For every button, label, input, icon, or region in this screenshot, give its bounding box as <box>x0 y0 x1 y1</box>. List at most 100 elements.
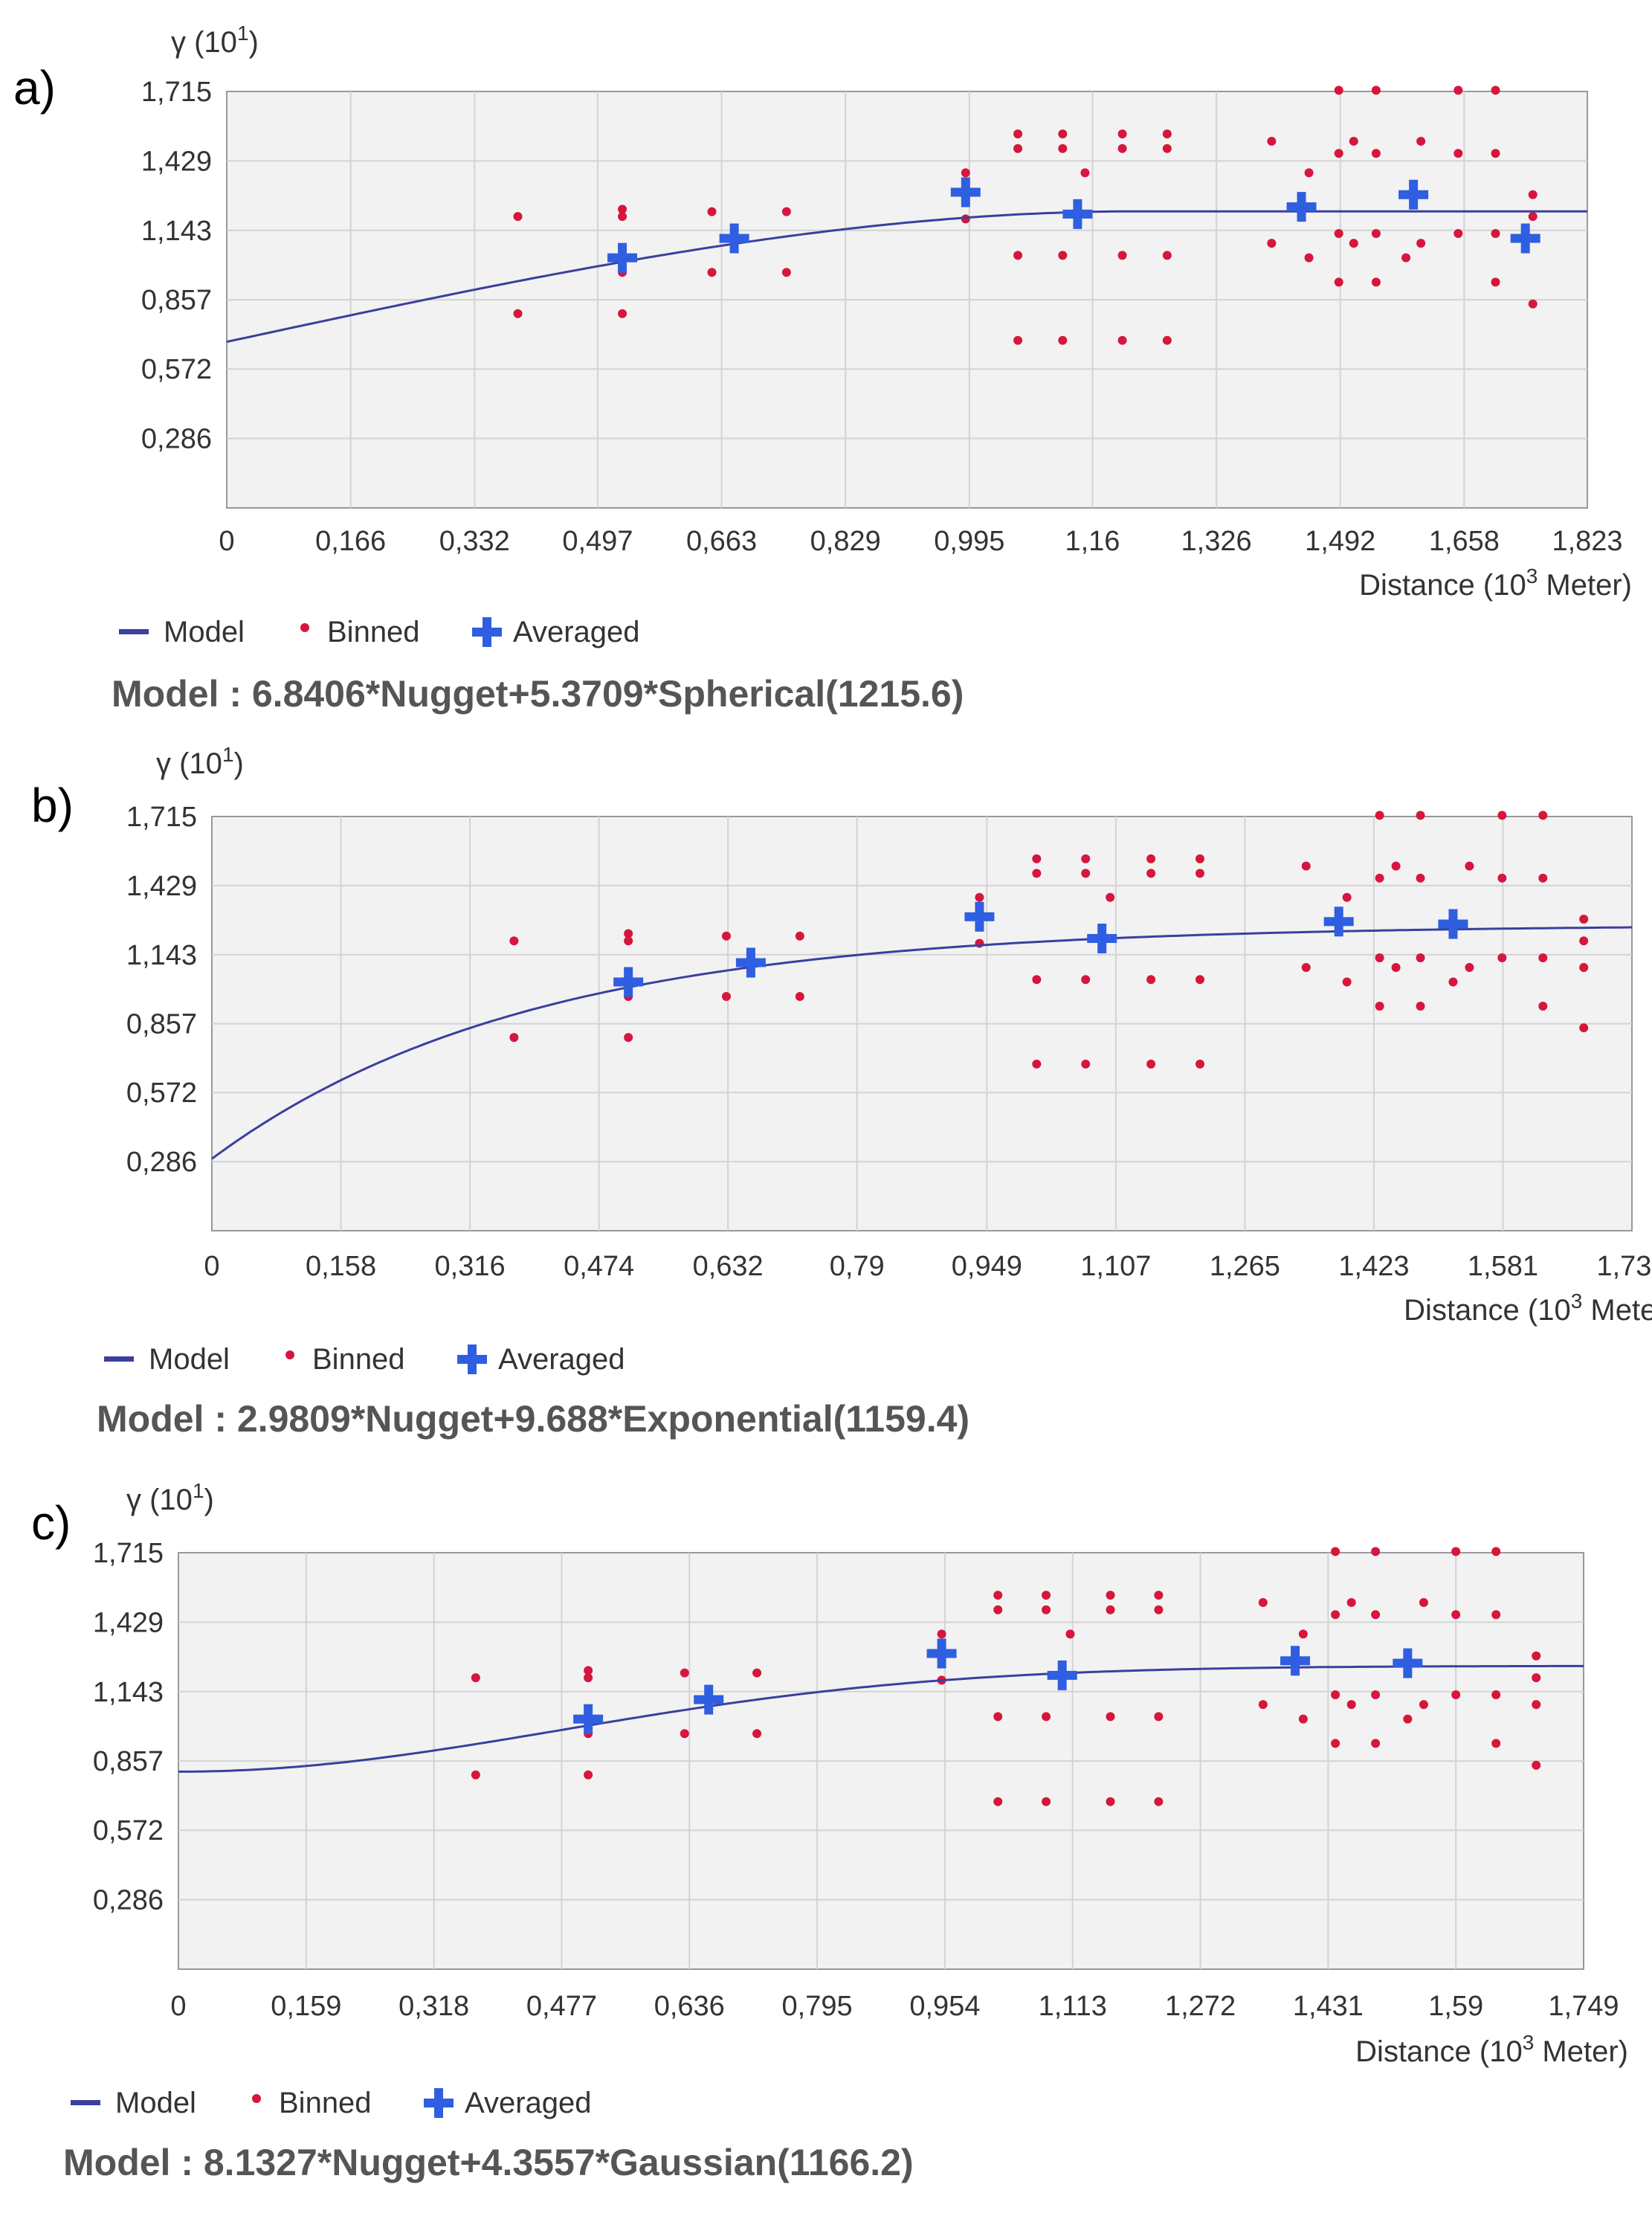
y-tick-label: 1,715 <box>93 1538 164 1569</box>
binned-point <box>1391 962 1401 972</box>
averaged-point <box>1438 909 1468 939</box>
binned-point <box>1403 1714 1413 1724</box>
binned-point <box>1453 86 1463 95</box>
legend-averaged-label: Averaged <box>513 616 640 648</box>
binned-point <box>1154 1591 1164 1600</box>
binned-point <box>707 268 717 277</box>
x-axis-label-base: Distance (10 <box>1359 569 1526 602</box>
averaged-point <box>1047 1660 1077 1690</box>
x-tick-label: 0,949 <box>952 1251 1022 1282</box>
legend: Model Binned Averaged <box>71 2087 592 2119</box>
averaged-point <box>950 177 981 207</box>
binned-point <box>513 309 523 318</box>
panel-label: a) <box>13 61 56 115</box>
averaged-point <box>1323 906 1354 937</box>
binned-point <box>1081 1059 1091 1069</box>
averaged-point-v <box>584 1704 593 1734</box>
legend-binned-swatch <box>252 2094 261 2103</box>
averaged-point <box>607 242 638 273</box>
x-tick-label: 1,431 <box>1293 1991 1364 2022</box>
binned-point <box>1579 1023 1589 1033</box>
binned-point <box>1419 1597 1428 1607</box>
binned-point <box>1453 149 1463 158</box>
binned-point <box>1371 1547 1381 1556</box>
x-tick-label: 1,16 <box>1065 526 1120 557</box>
x-tick-label: 0,497 <box>562 526 633 557</box>
averaged-point <box>964 901 995 932</box>
binned-point <box>584 1770 593 1780</box>
legend-model-swatch <box>71 2100 100 2105</box>
binned-point <box>1371 149 1381 158</box>
y-tick-label: 1,429 <box>93 1607 164 1638</box>
y-tick-label: 0,857 <box>126 1009 197 1040</box>
binned-point <box>1106 892 1115 902</box>
binned-point <box>1042 1797 1051 1806</box>
x-tick-label: 1,265 <box>1210 1251 1280 1282</box>
binned-point <box>1154 1712 1164 1722</box>
x-tick-label: 0,795 <box>782 1991 853 2022</box>
y-axis-label-close: ) <box>249 26 259 59</box>
binned-point <box>1579 915 1589 924</box>
y-tick-label: 1,143 <box>126 940 197 971</box>
binned-point <box>471 1770 480 1780</box>
x-axis-label-unit: Meter) <box>1538 569 1632 602</box>
averaged-point-v <box>961 177 970 207</box>
y-tick-label: 0,572 <box>93 1815 164 1846</box>
binned-point <box>1013 129 1023 139</box>
binned-point <box>1497 811 1507 820</box>
y-axis-label: γ (101) <box>126 1479 214 1516</box>
averaged-point-v <box>704 1684 714 1715</box>
x-tick-label: 0,318 <box>399 1991 469 2022</box>
binned-point <box>1117 251 1127 260</box>
binned-point <box>1106 1591 1115 1600</box>
binned-point <box>1331 1547 1340 1556</box>
binned-point <box>1346 1597 1356 1607</box>
binned-point <box>1058 129 1068 139</box>
binned-point <box>1416 873 1425 883</box>
binned-point <box>1042 1712 1051 1722</box>
binned-point <box>1491 277 1500 287</box>
legend-binned-swatch <box>300 623 309 632</box>
binned-point <box>993 1605 1003 1614</box>
binned-point <box>624 936 633 946</box>
averaged-point <box>1280 1646 1311 1676</box>
panel-b: b) γ (101) 0 0,158 0,316 0,474 0,632 0,79 0,949 1… <box>31 743 1652 1440</box>
binned-point <box>721 931 731 941</box>
y-axis-label-close: ) <box>204 1484 214 1516</box>
binned-point <box>1334 86 1343 95</box>
binned-point <box>1032 975 1042 985</box>
y-axis-label-base: γ (10 <box>126 1484 193 1516</box>
averaged-point-v <box>624 967 633 997</box>
binned-point <box>1416 953 1425 962</box>
binned-point <box>509 936 519 946</box>
y-tick-label: 0,286 <box>141 424 212 455</box>
legend-model-swatch <box>104 1356 134 1362</box>
averaged-point-v <box>937 1638 946 1669</box>
legend-binned-label: Binned <box>279 2087 372 2119</box>
y-axis-label: γ (101) <box>171 22 259 59</box>
binned-point <box>1304 253 1314 263</box>
binned-series <box>513 86 1538 345</box>
binned-point <box>1538 811 1548 820</box>
binned-point <box>1391 861 1401 871</box>
binned-point <box>1058 251 1068 260</box>
x-tick-label: 1,739 <box>1596 1251 1652 1282</box>
binned-point <box>1195 975 1204 985</box>
binned-point <box>1528 212 1538 222</box>
model-curve <box>178 1664 1584 1773</box>
averaged-point-v <box>729 223 739 254</box>
binned-point <box>680 1668 689 1678</box>
binned-point <box>513 212 523 222</box>
binned-point <box>680 1729 689 1739</box>
x-axis-label-unit: Meter) <box>1534 2035 1628 2068</box>
binned-point <box>1013 144 1023 153</box>
binned-point <box>1267 136 1277 146</box>
x-tick-label: 0 <box>204 1251 219 1282</box>
binned-point <box>1301 861 1311 871</box>
averaged-point-v <box>1334 906 1343 937</box>
x-tick-label: 0,636 <box>654 1991 725 2022</box>
model-formula: Model : 8.1327*Nugget+4.3557*Gaussian(11… <box>63 2142 914 2183</box>
binned-point <box>1081 975 1091 985</box>
binned-point <box>1298 1629 1308 1639</box>
binned-point <box>1331 1739 1340 1748</box>
